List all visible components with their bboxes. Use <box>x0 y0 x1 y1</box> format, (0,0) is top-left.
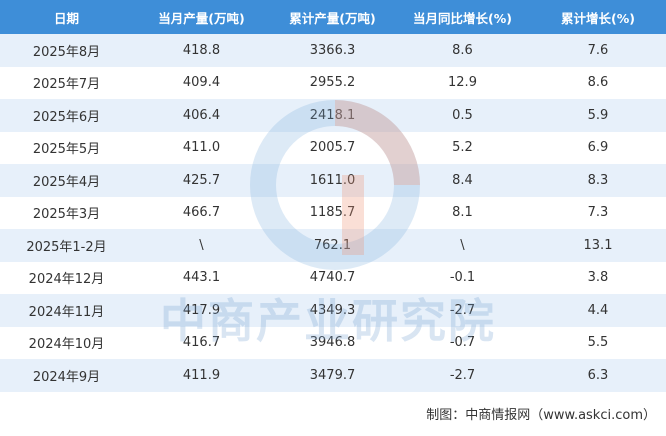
table-cell: \ <box>460 237 465 253</box>
table-cell: 1611.0 <box>309 172 356 188</box>
table-cell: 8.1 <box>452 205 473 221</box>
table-cell: 4740.7 <box>309 270 356 286</box>
table-cell: 3.8 <box>587 270 609 286</box>
table-cell: 416.7 <box>182 335 221 351</box>
table-cell: 762.1 <box>313 237 352 253</box>
table-cell: 8.4 <box>452 172 473 188</box>
table-cell: 2025年5月 <box>32 142 101 158</box>
table-cell: \ <box>199 237 204 253</box>
table-row: 2024年9月 411.9 3479.7 -2.7 6.3 <box>0 359 666 392</box>
table-row: 2025年5月 411.0 2005.7 5.2 6.9 <box>0 132 666 165</box>
table-row: 2025年1-2月 \ 762.1 \ 13.1 <box>0 229 666 262</box>
table-cell: 3479.7 <box>309 367 356 383</box>
table-cell: 2025年8月 <box>32 44 101 60</box>
footer: 制图：中商情报网（www.askci.com） <box>426 408 656 423</box>
table-cell: 8.6 <box>452 42 473 58</box>
table-cell: 443.1 <box>182 270 221 286</box>
table-cell: 2025年1-2月 <box>26 239 107 255</box>
table-row: 2024年10月 416.7 3946.8 -0.7 5.5 <box>0 327 666 360</box>
table-cell: 2025年6月 <box>32 109 101 125</box>
table-cell: 425.7 <box>182 172 221 188</box>
table-cell: -0.7 <box>449 335 476 351</box>
table-row: 2025年3月 466.7 1185.7 8.1 7.3 <box>0 197 666 230</box>
table-row: 2024年11月 417.9 4349.3 -2.7 4.4 <box>0 294 666 327</box>
table-cell: 4.4 <box>587 302 609 318</box>
table-cell: 411.9 <box>182 367 221 383</box>
table-cell: 417.9 <box>182 302 221 318</box>
table-cell: 2005.7 <box>309 140 356 156</box>
table-cell: -2.7 <box>449 302 476 318</box>
header-cell: 日期 <box>53 10 79 26</box>
table-cell: 8.3 <box>587 172 609 188</box>
table-cell: 2025年4月 <box>32 174 101 190</box>
table-cell: 2024年10月 <box>28 337 105 353</box>
table-row: 2025年7月 409.4 2955.2 12.9 8.6 <box>0 67 666 100</box>
table-cell: 2024年9月 <box>32 369 101 385</box>
table-cell: 0.5 <box>452 107 473 123</box>
table-cell: 5.5 <box>587 335 609 351</box>
table-cell: 13.1 <box>583 237 613 253</box>
table-row: 2024年12月 443.1 4740.7 -0.1 3.8 <box>0 262 666 295</box>
table-row: 2025年8月 418.8 3366.3 8.6 7.6 <box>0 34 666 67</box>
table-cell: 406.4 <box>182 107 221 123</box>
table-cell: 409.4 <box>182 75 221 91</box>
table-row: 2025年4月 425.7 1611.0 8.4 8.3 <box>0 164 666 197</box>
header-cell: 累计产量(万吨) <box>289 10 376 26</box>
table-cell: 2955.2 <box>309 75 356 91</box>
table-cell: 2025年7月 <box>32 77 101 93</box>
watermark-text: 中商产业研究院 <box>160 294 496 348</box>
table-row: 2025年6月 406.4 2418.1 0.5 5.9 <box>0 99 666 132</box>
table-cell: 6.9 <box>587 140 609 156</box>
table-cell: 418.8 <box>182 42 221 58</box>
table-cell: 4349.3 <box>309 302 356 318</box>
table-cell: 3366.3 <box>309 42 356 58</box>
table-cell: 5.9 <box>587 107 609 123</box>
table-cell: -2.7 <box>449 367 476 383</box>
header-cell: 当月产量(万吨) <box>158 10 245 26</box>
table-cell: 7.3 <box>587 205 609 221</box>
table-cell: 5.2 <box>452 140 473 156</box>
table-cell: 8.6 <box>587 75 609 91</box>
table-cell: 2024年11月 <box>28 304 105 320</box>
table-cell: 2024年12月 <box>28 272 105 288</box>
table-cell: -0.1 <box>449 270 476 286</box>
header-cell: 累计增长(%) <box>561 10 635 26</box>
watermark-logo <box>250 100 420 270</box>
header-row: 日期 当月产量(万吨) 累计产量(万吨) 当月同比增长(%) 累计增长(%) <box>0 0 666 34</box>
table-cell: 3946.8 <box>309 335 356 351</box>
table-cell: 411.0 <box>182 140 221 156</box>
table-cell: 1185.7 <box>309 205 356 221</box>
table-cell: 12.9 <box>448 75 477 91</box>
header-cell: 当月同比增长(%) <box>413 10 512 26</box>
table-cell: 466.7 <box>182 205 221 221</box>
table-cell: 7.6 <box>587 42 609 58</box>
table-cell: 6.3 <box>587 367 609 383</box>
table-cell: 2025年3月 <box>32 207 101 223</box>
table-cell: 2418.1 <box>309 107 356 123</box>
